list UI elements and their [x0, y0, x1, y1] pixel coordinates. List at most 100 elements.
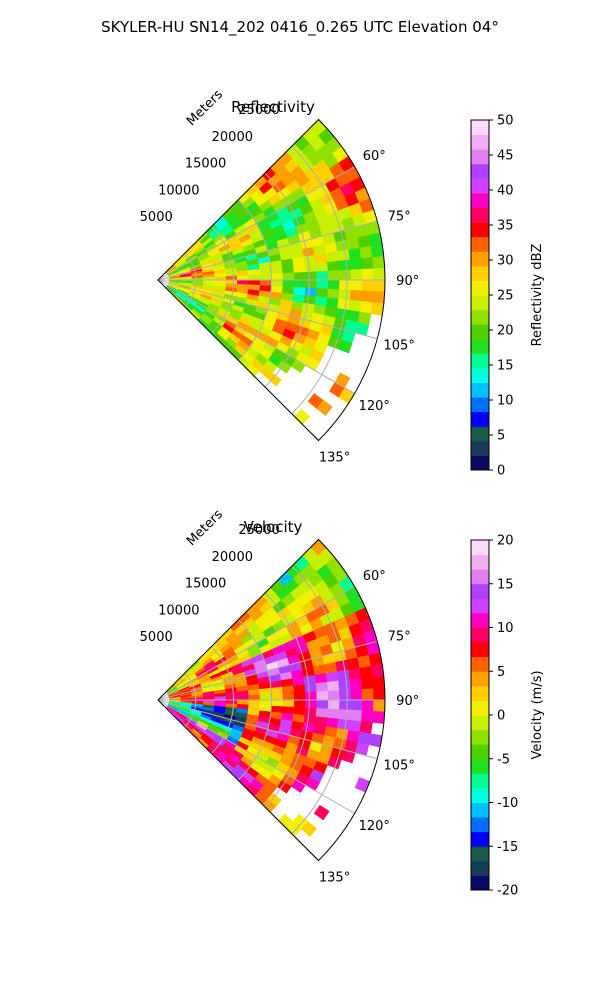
colorbar-segment: [471, 583, 489, 599]
radar-cell: [316, 699, 329, 710]
radar-cell: [316, 690, 329, 701]
radar-cell: [338, 259, 351, 271]
colorbar-tick-label: 5: [497, 429, 505, 444]
radar-cell: [277, 780, 292, 794]
radar-cell: [248, 269, 261, 276]
azimuth-spoke: [157, 640, 378, 701]
radar-cell: [360, 257, 374, 270]
radar-cell: [325, 671, 339, 683]
range-tick-label: 5000: [140, 630, 173, 645]
radar-cell: [327, 699, 340, 710]
radar-cell: [316, 399, 333, 416]
azimuth-spoke: [157, 166, 355, 281]
range-axis-label: Meters: [184, 507, 226, 549]
radar-cell: [359, 246, 373, 259]
radar-cell: [339, 689, 352, 701]
radar-cell: [315, 261, 329, 272]
colorbar-tick-label: 15: [497, 359, 514, 374]
radar-cell: [338, 679, 351, 691]
azimuth-spoke: [157, 586, 355, 701]
azimuth-spoke: [157, 279, 355, 394]
range-tick-label: 10000: [158, 183, 199, 198]
azimuth-tick-label: 105°: [384, 759, 415, 774]
colorbar-segment: [471, 163, 489, 179]
radar-cell: [304, 707, 317, 717]
radar-cell: [370, 244, 384, 258]
radar-cell: [293, 264, 306, 274]
azimuth-spoke: [157, 279, 378, 340]
radar-cell: [271, 273, 284, 281]
range-tick-label: 15000: [185, 577, 226, 592]
radar-cell: [335, 659, 349, 672]
colorbar-tick-label: 10: [497, 394, 514, 409]
radar-cell: [327, 288, 340, 300]
colorbar-segment: [471, 207, 489, 223]
radar-cell: [370, 302, 384, 316]
radar-cell: [350, 689, 363, 701]
colorbar: -20 -15 -10 -5 0 5 10 15 20 Velocity (m/s): [470, 534, 545, 899]
azimuth-tick-label: 105°: [384, 339, 415, 354]
radar-cell: [313, 804, 330, 821]
radar-cell: [338, 709, 351, 721]
radar-cell: [359, 666, 373, 679]
colorbar-tick-label: 20: [497, 534, 514, 549]
radar-cell: [373, 279, 386, 293]
radar-cell: [372, 291, 385, 304]
colorbar-tick-label: -5: [497, 752, 510, 767]
sector-outline: [157, 118, 386, 442]
radar-cell: [271, 693, 284, 701]
colorbar-segment: [471, 787, 489, 803]
colorbar-tick-label: -15: [497, 840, 518, 855]
colorbar-segment: [471, 382, 489, 398]
radar-cell: [373, 687, 386, 701]
radar-cell: [259, 687, 272, 695]
colorbar-segment: [471, 685, 489, 701]
colorbar-label: Velocity (m/s): [530, 670, 545, 759]
radar-cell: [348, 299, 362, 313]
radar-cell: [293, 272, 306, 281]
azimuth-tick-label: 75°: [388, 629, 411, 644]
radar-cell: [259, 273, 272, 281]
colorbar-segment: [471, 612, 489, 628]
range-axis-label: Meters: [184, 87, 226, 129]
radar-cell: [327, 690, 340, 701]
radar-cell: [259, 699, 272, 707]
radar-cell: [339, 269, 352, 281]
panel-title: Reflectivity: [231, 98, 315, 116]
radar-cell: [281, 265, 295, 274]
colorbar-segment: [471, 540, 489, 556]
radar-cell: [304, 263, 317, 273]
colorbar-tick-label: 45: [497, 149, 514, 164]
radar-cell: [293, 684, 306, 694]
radar-cell: [339, 699, 352, 711]
colorbar-segment: [471, 397, 489, 413]
radar-cell: [237, 695, 250, 701]
radar-cell: [349, 289, 363, 302]
radar-cell: [349, 258, 363, 271]
radar-cell: [270, 266, 283, 275]
colorbar-tick-label: 15: [497, 577, 514, 592]
radar-cell: [350, 279, 363, 291]
radar-cell: [293, 286, 306, 296]
radar-cell: [348, 247, 362, 261]
colorbar-segment: [471, 324, 489, 340]
radar-cell: [315, 681, 329, 692]
radar-cell: [325, 251, 339, 263]
colorbar-segment: [471, 353, 489, 369]
radar-cell: [373, 699, 386, 713]
colorbar-segment: [471, 758, 489, 774]
radar-cell: [281, 685, 295, 694]
radar-cell: [350, 269, 363, 281]
colorbar-segment: [471, 222, 489, 238]
azimuth-tick-label: 60°: [363, 149, 386, 164]
colorbar-tick-label: 50: [497, 114, 514, 129]
azimuth-spoke: [157, 699, 378, 760]
radar-cell: [293, 699, 306, 708]
range-tick-label: 25000: [238, 523, 279, 538]
radar-cell: [305, 699, 318, 709]
radar-cell: [248, 689, 261, 696]
radar-cell: [361, 268, 374, 281]
radar-cell: [225, 695, 238, 701]
range-tick-label: 20000: [212, 130, 253, 145]
